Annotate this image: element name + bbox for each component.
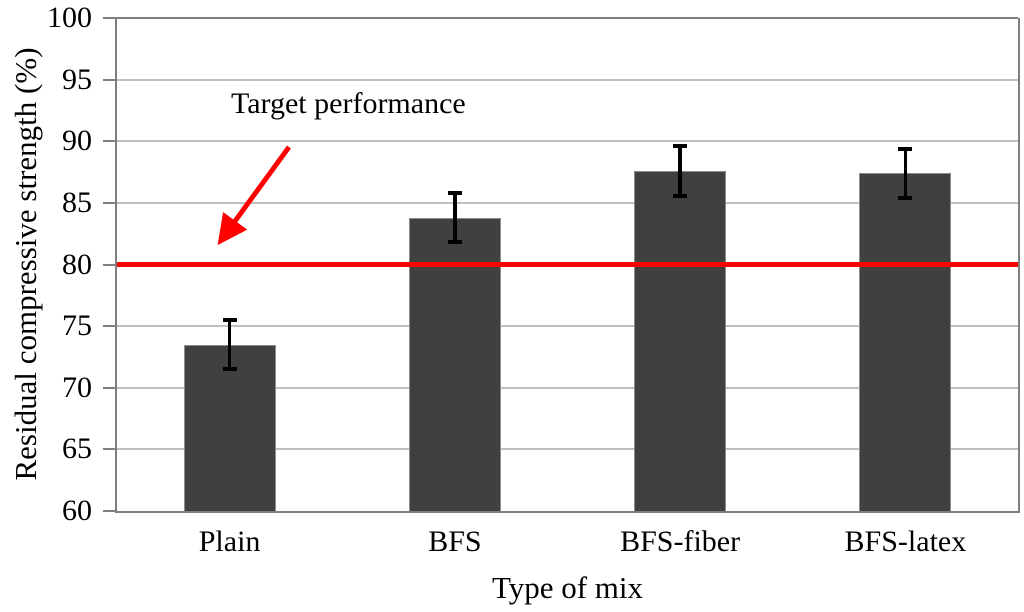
y-tick-label-80: 80 (62, 247, 92, 281)
y-tick-mark-95 (103, 78, 117, 81)
y-tick-label-85: 85 (62, 185, 92, 219)
plot-right-border (1018, 18, 1020, 513)
y-tick-mark-85 (103, 201, 117, 204)
error-bar-cap-bottom-plain (222, 367, 237, 372)
gridline-y-65 (117, 448, 1018, 451)
y-tick-label-95: 95 (62, 62, 92, 96)
y-tick-mark-60 (103, 510, 117, 512)
y-tick-mark-80 (103, 263, 117, 266)
y-tick-label-75: 75 (62, 309, 92, 343)
error-bar-cap-top-plain (222, 318, 237, 322)
y-tick-label-100: 100 (47, 1, 92, 34)
error-bar-cap-top-bfs-fiber (673, 144, 688, 149)
plot-area (103, 17, 1020, 513)
gridline-y-95 (117, 78, 1018, 81)
y-tick-mark-70 (103, 386, 117, 389)
error-bar-cap-bottom-bfs (447, 240, 462, 245)
y-tick-mark-90 (103, 140, 117, 143)
x-category-label-bfs-latex: BFS-latex (844, 525, 967, 558)
x-category-label-bfs-fiber: BFS-fiber (620, 525, 741, 558)
y-tick-label-70: 70 (62, 370, 92, 404)
error-bar-plain (227, 320, 232, 370)
gridline-y-75 (117, 325, 1018, 328)
error-bar-cap-top-bfs (447, 191, 462, 195)
bar-plain (183, 344, 276, 511)
bar-bfs-latex (859, 173, 952, 511)
x-axis-line (115, 511, 1020, 513)
error-bar-cap-bottom-bfs-latex (898, 195, 913, 200)
y-tick-mark-65 (103, 448, 117, 451)
error-bar-bfs (453, 193, 457, 243)
bar-bfs-fiber (634, 170, 727, 511)
error-bar-cap-bottom-bfs-fiber (673, 193, 688, 198)
y-tick-label-60: 60 (62, 494, 92, 527)
y-tick-label-65: 65 (62, 432, 92, 466)
gridline-y-70 (117, 386, 1018, 389)
error-bar-cap-top-bfs-latex (898, 146, 913, 151)
gridline-y-85 (117, 201, 1018, 204)
target-performance-label: Target performance (231, 87, 466, 120)
error-bar-bfs-fiber (678, 146, 682, 196)
gridline-y-90 (117, 140, 1018, 143)
x-category-label-plain: Plain (198, 525, 261, 558)
y-axis-line (115, 18, 117, 513)
y-tick-label-90: 90 (62, 124, 92, 158)
y-tick-mark-100 (103, 17, 117, 19)
target-performance-line (117, 262, 1018, 267)
error-bar-bfs-latex (903, 148, 908, 198)
x-category-label-bfs: BFS (428, 525, 482, 558)
gridline-y-100 (117, 17, 1018, 19)
x-axis-title: Type of mix (491, 570, 644, 605)
y-tick-mark-75 (103, 325, 117, 328)
